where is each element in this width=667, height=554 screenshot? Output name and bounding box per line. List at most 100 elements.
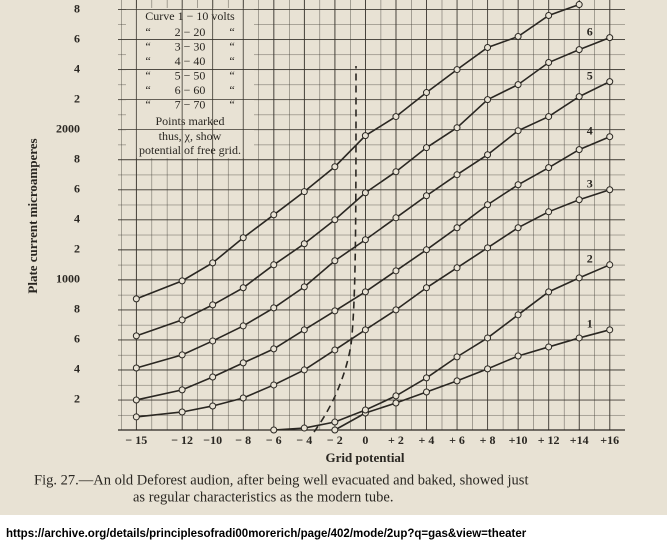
x-tick-label: + 4 bbox=[419, 433, 435, 447]
series-line bbox=[136, 36, 611, 337]
x-tick-label: +14 bbox=[570, 433, 589, 447]
y-axis-label: Plate current microamperes bbox=[25, 138, 40, 293]
data-point bbox=[575, 146, 583, 154]
caption: as regular characteristics as the modern… bbox=[133, 489, 393, 505]
y-tick-label: 4 bbox=[74, 212, 80, 226]
x-tick-label: + 2 bbox=[388, 433, 404, 447]
note-ditto: “ bbox=[145, 97, 150, 111]
data-point bbox=[239, 284, 247, 292]
note-box bbox=[126, 8, 254, 158]
data-point bbox=[422, 374, 430, 382]
data-point bbox=[606, 133, 614, 141]
data-point bbox=[606, 34, 614, 42]
y-tick-label: 2000 bbox=[56, 121, 80, 135]
data-point bbox=[453, 264, 461, 272]
data-point bbox=[453, 353, 461, 361]
data-point bbox=[392, 306, 400, 314]
y-tick-label: 4 bbox=[74, 61, 80, 75]
data-point bbox=[453, 66, 461, 74]
data-point bbox=[484, 334, 492, 342]
series-line bbox=[273, 264, 611, 431]
data-point bbox=[514, 224, 522, 232]
series-line bbox=[334, 329, 610, 431]
x-tick-label: + 8 bbox=[480, 433, 496, 447]
series-line bbox=[136, 188, 610, 418]
data-point bbox=[392, 399, 400, 407]
note-line: Curve 1 − 10 volts bbox=[145, 9, 235, 23]
data-point bbox=[606, 261, 614, 269]
data-point bbox=[331, 346, 339, 354]
note-line: 2 − 20 bbox=[175, 25, 206, 39]
data-point bbox=[392, 392, 400, 400]
y-tick-label: 8 bbox=[74, 1, 80, 15]
note-ditto: “ bbox=[145, 83, 150, 97]
data-point bbox=[606, 78, 614, 86]
caption: Fig. 27.—An old Deforest audion, after b… bbox=[34, 472, 528, 488]
data-point bbox=[484, 365, 492, 373]
data-point bbox=[331, 257, 339, 265]
data-point bbox=[300, 283, 308, 291]
data-point bbox=[132, 364, 140, 372]
data-point bbox=[514, 181, 522, 189]
data-point bbox=[392, 113, 400, 121]
note-ditto: “ bbox=[229, 54, 234, 68]
series-line bbox=[136, 80, 611, 369]
data-point bbox=[178, 277, 186, 285]
note-line: 4 − 40 bbox=[175, 54, 206, 68]
data-point bbox=[132, 295, 140, 303]
y-tick-label: 6 bbox=[74, 332, 80, 346]
note-line: Points marked bbox=[156, 114, 225, 128]
data-point bbox=[392, 168, 400, 176]
data-point bbox=[606, 186, 614, 194]
data-point bbox=[514, 127, 522, 135]
note-ditto: “ bbox=[229, 39, 234, 53]
data-point bbox=[545, 12, 553, 20]
x-tick-label: −10 bbox=[203, 433, 222, 447]
data-point bbox=[270, 381, 278, 389]
data-point bbox=[300, 240, 308, 248]
note-ditto: “ bbox=[145, 25, 150, 39]
y-tick-label: 2 bbox=[74, 91, 80, 105]
x-tick-label: − 4 bbox=[296, 433, 312, 447]
data-point bbox=[331, 163, 339, 171]
data-point bbox=[178, 386, 186, 394]
data-point bbox=[178, 351, 186, 359]
x-tick-label: + 6 bbox=[449, 433, 465, 447]
data-point bbox=[606, 326, 614, 334]
note-line: 3 − 30 bbox=[175, 39, 206, 53]
data-point bbox=[132, 396, 140, 404]
data-point bbox=[545, 343, 553, 351]
data-point bbox=[132, 413, 140, 421]
x-tick-label: + 12 bbox=[538, 433, 560, 447]
x-tick-label: 0 bbox=[362, 433, 368, 447]
note-ditto: “ bbox=[229, 25, 234, 39]
note-ditto: “ bbox=[229, 97, 234, 111]
data-point bbox=[300, 188, 308, 196]
data-point bbox=[239, 359, 247, 367]
x-tick-label: − 12 bbox=[171, 433, 193, 447]
data-point bbox=[331, 418, 339, 426]
note-ditto: “ bbox=[145, 54, 150, 68]
data-point bbox=[575, 334, 583, 342]
data-point bbox=[545, 59, 553, 67]
data-point bbox=[361, 326, 369, 334]
data-point bbox=[484, 151, 492, 159]
data-point bbox=[209, 402, 217, 410]
note-ditto: “ bbox=[229, 83, 234, 97]
data-point bbox=[239, 234, 247, 242]
data-point bbox=[422, 284, 430, 292]
data-point bbox=[270, 345, 278, 353]
data-point bbox=[270, 426, 278, 434]
data-point bbox=[178, 408, 186, 416]
curve-label: 5 bbox=[587, 68, 593, 82]
x-tick-label: − 2 bbox=[327, 433, 343, 447]
data-point bbox=[331, 426, 339, 434]
y-tick-label: 1000 bbox=[56, 272, 80, 286]
x-tick-label: − 6 bbox=[266, 433, 282, 447]
note-line: potential of free grid. bbox=[139, 143, 241, 157]
data-point bbox=[361, 406, 369, 414]
curve-label: 4 bbox=[587, 123, 593, 137]
data-point bbox=[209, 259, 217, 267]
data-point bbox=[209, 301, 217, 309]
